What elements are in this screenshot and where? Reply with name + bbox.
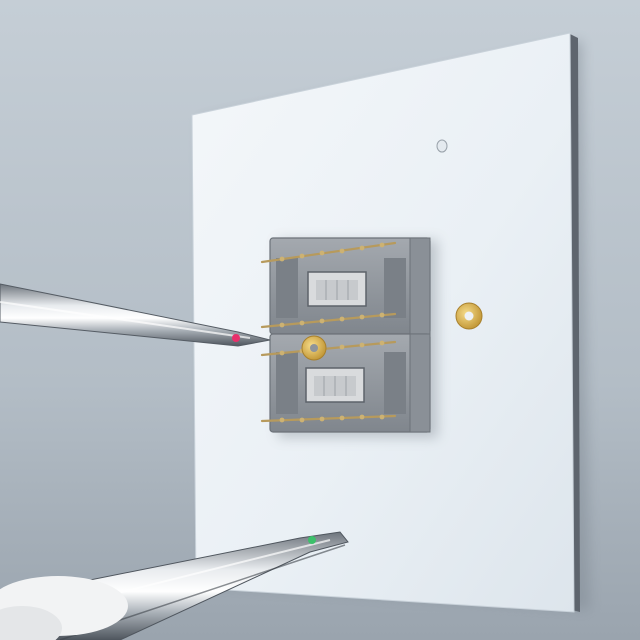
chip-socket-upper [269,237,431,335]
gold-washer-held [301,335,327,361]
gold-washer-right [455,302,483,330]
tweezers-upper [0,283,271,347]
tweezer-tip-red [232,334,240,342]
board-hole [436,139,448,153]
pin-heads [279,242,385,423]
tweezer-tip-green [308,536,316,544]
gloved-hand [0,576,128,640]
